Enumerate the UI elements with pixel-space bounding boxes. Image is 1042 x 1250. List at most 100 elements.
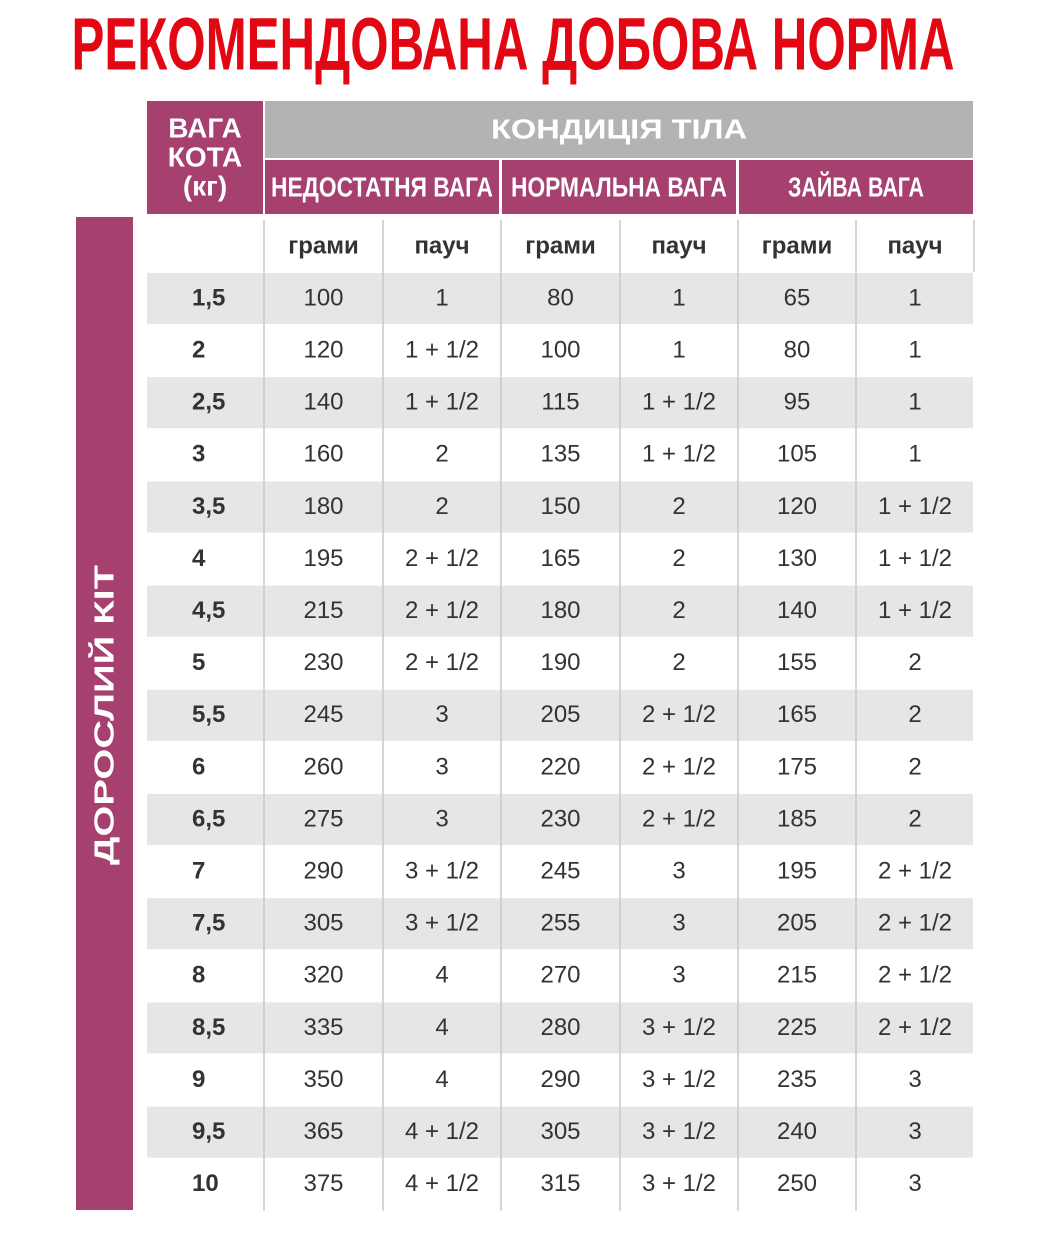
table-cell: 2 — [672, 649, 685, 676]
weight-cell: 8,5 — [192, 1014, 225, 1041]
side-label: ДОРОСЛИЙ КІТ — [87, 565, 119, 865]
table-cell: 2 — [672, 545, 685, 572]
row-stripe — [147, 1002, 973, 1054]
table-cell: 275 — [303, 805, 343, 832]
table-cell: 3 — [672, 962, 685, 989]
table-cell: 3 — [435, 805, 448, 832]
group-header-bg — [265, 160, 499, 214]
table-cell: 3 + 1/2 — [405, 910, 479, 937]
weight-cell: 7 — [192, 857, 205, 884]
row-stripe — [147, 273, 973, 325]
weight-cell: 9 — [192, 1066, 205, 1093]
table-cell: 2 + 1/2 — [878, 962, 952, 989]
table-cell: 150 — [540, 493, 580, 520]
table-cell: 1 + 1/2 — [405, 389, 479, 416]
table-cell: 4 — [435, 1014, 448, 1041]
weight-cell: 5 — [192, 649, 205, 676]
weight-cell: 6 — [192, 753, 205, 780]
table-cell: 3 — [908, 1170, 921, 1197]
table-cell: 280 — [540, 1014, 580, 1041]
table-cell: 3 — [672, 857, 685, 884]
table-cell: 180 — [540, 597, 580, 624]
table-cell: 4 + 1/2 — [405, 1118, 479, 1145]
table-cell: 1 — [435, 284, 448, 311]
table-cell: 1 + 1/2 — [405, 336, 479, 363]
table-cell: 3 + 1/2 — [642, 1014, 716, 1041]
table-cell: 305 — [303, 910, 343, 937]
table-cell: 1 — [672, 284, 685, 311]
table-cell: 155 — [777, 649, 817, 676]
table-cell: 3 — [435, 701, 448, 728]
table-cell: 1 + 1/2 — [642, 441, 716, 468]
table-cell: 2 + 1/2 — [878, 1014, 952, 1041]
row-stripe — [147, 585, 973, 637]
weight-cell: 2 — [192, 336, 205, 363]
table-cell: 2 + 1/2 — [405, 545, 479, 572]
table-cell: 115 — [541, 389, 579, 416]
table-cell: 100 — [540, 336, 580, 363]
table-cell: 1 — [908, 336, 921, 363]
subheader: пауч — [887, 232, 942, 259]
table-cell: 165 — [540, 545, 580, 572]
side-bar — [76, 217, 133, 1210]
table-cell: 245 — [303, 701, 343, 728]
table-cell: 1 + 1/2 — [878, 493, 952, 520]
table-cell: 1 + 1/2 — [878, 597, 952, 624]
weight-cell: 9,5 — [192, 1118, 225, 1145]
group-header-bg — [502, 160, 736, 214]
table-cell: 2 — [908, 649, 921, 676]
table-cell: 120 — [777, 493, 817, 520]
weight-header: ВАГА — [168, 112, 241, 143]
table-cell: 195 — [777, 857, 817, 884]
table-cell: 2 — [672, 597, 685, 624]
weight-cell: 4,5 — [192, 597, 225, 624]
table-cell: 80 — [547, 284, 574, 311]
group-header: ЗАЙВА ВАГА — [788, 170, 924, 202]
table-cell: 350 — [303, 1066, 343, 1093]
table-cell: 3 + 1/2 — [642, 1170, 716, 1197]
table-cell: 240 — [777, 1118, 817, 1145]
weight-cell: 4 — [192, 545, 206, 572]
table-cell: 220 — [540, 753, 580, 780]
table-cell: 140 — [303, 389, 343, 416]
table-cell: 4 + 1/2 — [405, 1170, 479, 1197]
table-cell: 2 + 1/2 — [642, 701, 716, 728]
table-cell: 140 — [777, 597, 817, 624]
table-cell: 2 + 1/2 — [878, 857, 952, 884]
subheader: пауч — [651, 232, 706, 259]
table-cell: 2 + 1/2 — [642, 753, 716, 780]
table-cell: 215 — [777, 962, 817, 989]
table-cell: 65 — [784, 284, 811, 311]
condition-header-bg — [265, 101, 973, 158]
row-stripe — [147, 481, 973, 533]
table-cell: 2 + 1/2 — [878, 910, 952, 937]
table-cell: 1 + 1/2 — [878, 545, 952, 572]
table-cell: 2 + 1/2 — [642, 805, 716, 832]
table-cell: 215 — [303, 597, 343, 624]
table-cell: 3 — [908, 1118, 921, 1145]
table-cell: 305 — [540, 1118, 580, 1145]
table-cell: 195 — [303, 545, 343, 572]
weight-cell: 6,5 — [192, 805, 225, 832]
row-stripe — [147, 689, 973, 741]
table-cell: 320 — [303, 962, 343, 989]
table-cell: 2 — [435, 493, 448, 520]
weight-header-bg — [147, 101, 263, 214]
table-cell: 255 — [540, 910, 580, 937]
group-header: НОРМАЛЬНА ВАГА — [511, 171, 727, 202]
table-cell: 2 + 1/2 — [405, 649, 479, 676]
weight-cell: 2,5 — [192, 389, 225, 416]
table-cell: 2 — [908, 701, 921, 728]
table-cell: 270 — [540, 962, 580, 989]
table-cell: 205 — [540, 701, 580, 728]
table-cell: 245 — [540, 857, 580, 884]
table-cell: 2 — [435, 441, 448, 468]
table-cell: 250 — [777, 1170, 817, 1197]
table-cell: 335 — [303, 1014, 343, 1041]
table-cell: 4 — [435, 1066, 448, 1093]
table-cell: 225 — [777, 1014, 817, 1041]
subheader: грами — [525, 232, 596, 259]
table-cell: 3 — [435, 753, 448, 780]
weight-cell: 10 — [192, 1170, 219, 1197]
